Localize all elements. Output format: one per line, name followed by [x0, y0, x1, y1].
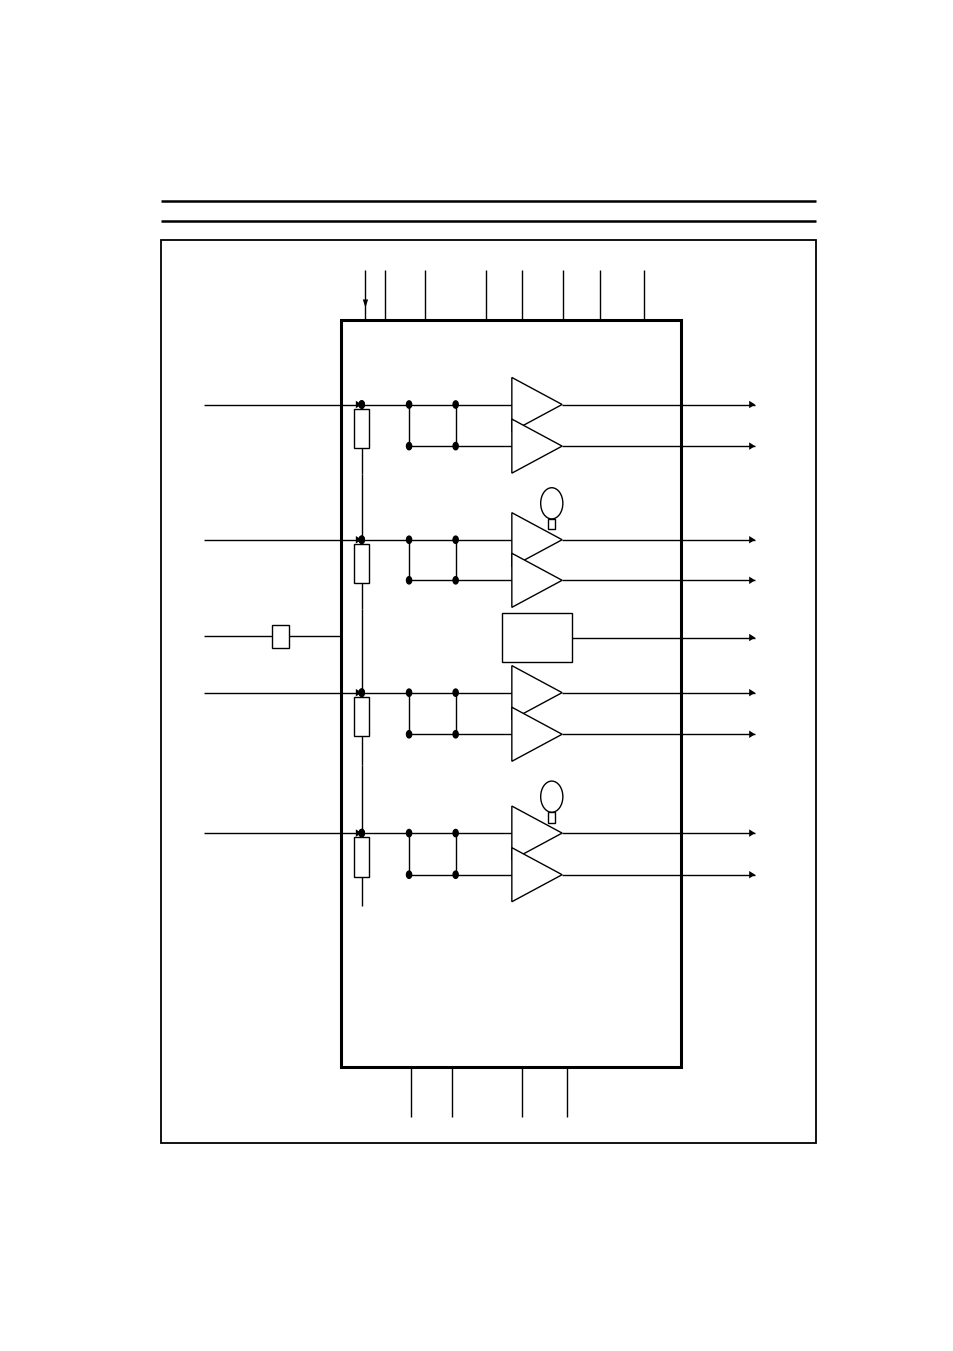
Polygon shape	[748, 871, 755, 878]
Circle shape	[453, 871, 457, 878]
Polygon shape	[512, 377, 561, 431]
Polygon shape	[748, 577, 755, 584]
Bar	[272, 626, 288, 648]
Polygon shape	[512, 419, 561, 473]
Circle shape	[540, 488, 562, 519]
Circle shape	[406, 536, 412, 543]
Circle shape	[358, 536, 364, 543]
Circle shape	[453, 689, 457, 696]
Polygon shape	[748, 401, 755, 408]
Circle shape	[406, 401, 412, 408]
Bar	[354, 838, 369, 877]
Circle shape	[358, 401, 364, 408]
Polygon shape	[512, 554, 561, 608]
Circle shape	[406, 830, 412, 836]
Circle shape	[406, 871, 412, 878]
Polygon shape	[748, 689, 755, 696]
Circle shape	[453, 731, 457, 738]
Bar	[501, 613, 572, 662]
Circle shape	[358, 689, 364, 696]
Bar	[354, 697, 369, 736]
Polygon shape	[355, 689, 361, 696]
Polygon shape	[355, 401, 361, 408]
Polygon shape	[362, 300, 368, 308]
Circle shape	[453, 401, 457, 408]
Circle shape	[406, 731, 412, 738]
Circle shape	[406, 577, 412, 584]
Bar	[354, 544, 369, 584]
Polygon shape	[748, 731, 755, 738]
Polygon shape	[355, 536, 361, 543]
Polygon shape	[748, 830, 755, 836]
Polygon shape	[512, 847, 561, 901]
Polygon shape	[512, 666, 561, 720]
Circle shape	[358, 830, 364, 836]
Polygon shape	[748, 536, 755, 543]
Circle shape	[453, 443, 457, 450]
Polygon shape	[512, 707, 561, 762]
Circle shape	[406, 689, 412, 696]
Circle shape	[358, 401, 364, 408]
Circle shape	[358, 536, 364, 543]
Circle shape	[358, 830, 364, 836]
Polygon shape	[512, 807, 561, 861]
Circle shape	[453, 830, 457, 836]
Bar	[548, 812, 555, 823]
Circle shape	[453, 536, 457, 543]
Circle shape	[358, 689, 364, 696]
Polygon shape	[748, 442, 755, 450]
Bar	[161, 240, 816, 1143]
Bar	[548, 519, 555, 530]
Bar	[341, 320, 680, 1067]
Polygon shape	[512, 512, 561, 567]
Polygon shape	[748, 634, 755, 642]
Circle shape	[406, 443, 412, 450]
Circle shape	[540, 781, 562, 812]
Circle shape	[453, 577, 457, 584]
Bar	[354, 408, 369, 449]
Polygon shape	[355, 830, 361, 836]
